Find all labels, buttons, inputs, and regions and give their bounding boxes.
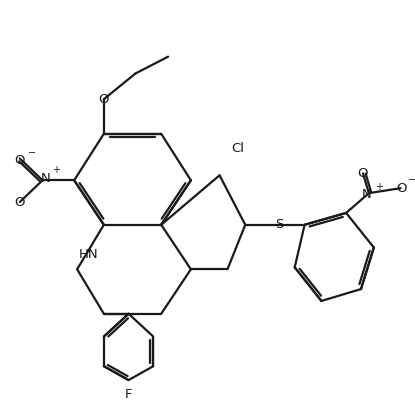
Text: O: O — [15, 196, 25, 208]
Text: −: − — [408, 175, 415, 185]
Text: HN: HN — [79, 248, 99, 261]
Text: Cl: Cl — [231, 142, 244, 155]
Text: −: − — [27, 148, 36, 157]
Text: N: N — [362, 188, 372, 201]
Text: S: S — [275, 218, 283, 231]
Text: O: O — [15, 154, 25, 167]
Text: N: N — [41, 172, 50, 185]
Text: O: O — [396, 182, 407, 195]
Text: O: O — [358, 167, 368, 180]
Text: F: F — [125, 388, 132, 402]
Text: +: + — [375, 182, 383, 192]
Text: O: O — [99, 93, 109, 106]
Text: +: + — [52, 165, 60, 175]
